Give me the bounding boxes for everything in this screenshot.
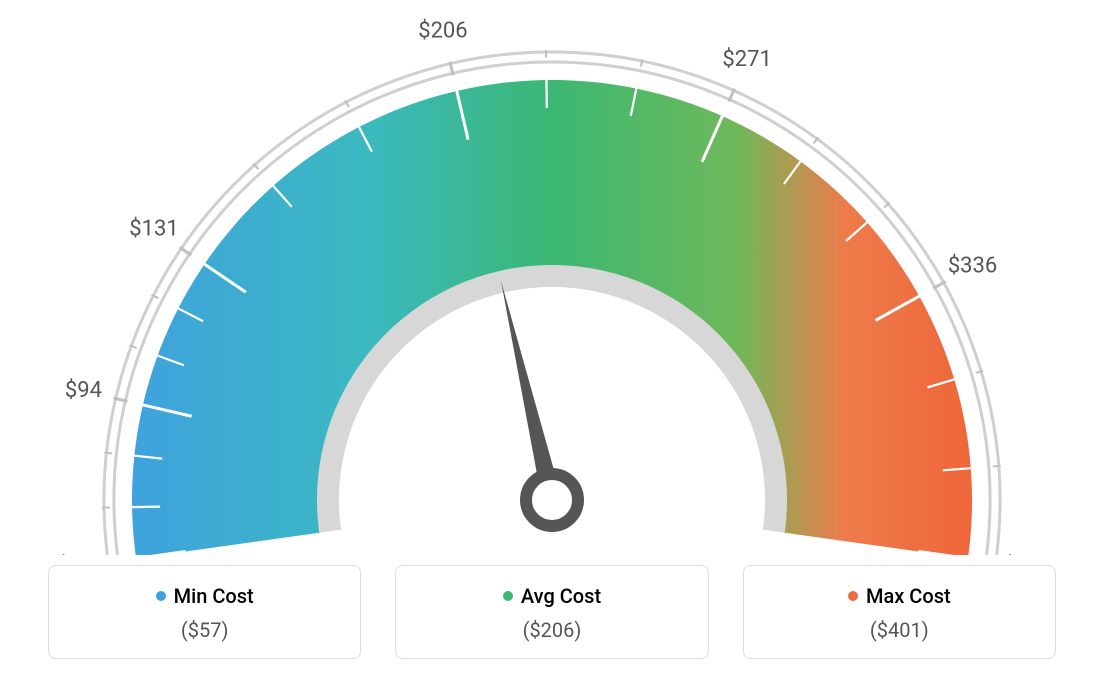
legend-card-max: Max Cost ($401) <box>743 565 1056 659</box>
dot-icon <box>503 591 513 601</box>
svg-text:$336: $336 <box>948 253 997 278</box>
legend-card-avg: Avg Cost ($206) <box>395 565 708 659</box>
legend-value-max: ($401) <box>756 618 1043 642</box>
legend-card-min: Min Cost ($57) <box>48 565 361 659</box>
legend-label: Min Cost <box>174 584 254 608</box>
legend-title-max: Max Cost <box>756 584 1043 608</box>
gauge-chart: $57 $94 $131 $206 $271 $336 $401 <box>0 0 1104 555</box>
legend-title-avg: Avg Cost <box>408 584 695 608</box>
svg-text:$94: $94 <box>65 378 102 403</box>
svg-text:$206: $206 <box>418 18 467 43</box>
legend-label: Max Cost <box>866 584 951 608</box>
legend-title-min: Min Cost <box>61 584 348 608</box>
svg-text:$401: $401 <box>1004 554 1053 555</box>
legend-value-avg: ($206) <box>408 618 695 642</box>
dot-icon <box>848 591 858 601</box>
svg-text:$131: $131 <box>129 217 178 242</box>
dot-icon <box>156 591 166 601</box>
gauge-container: $57 $94 $131 $206 $271 $336 $401 <box>0 0 1104 555</box>
svg-text:$271: $271 <box>722 47 771 72</box>
legend-label: Avg Cost <box>521 584 601 608</box>
legend-row: Min Cost ($57) Avg Cost ($206) Max Cost … <box>0 565 1104 659</box>
legend-value-min: ($57) <box>61 618 348 642</box>
svg-text:$57: $57 <box>57 554 94 555</box>
